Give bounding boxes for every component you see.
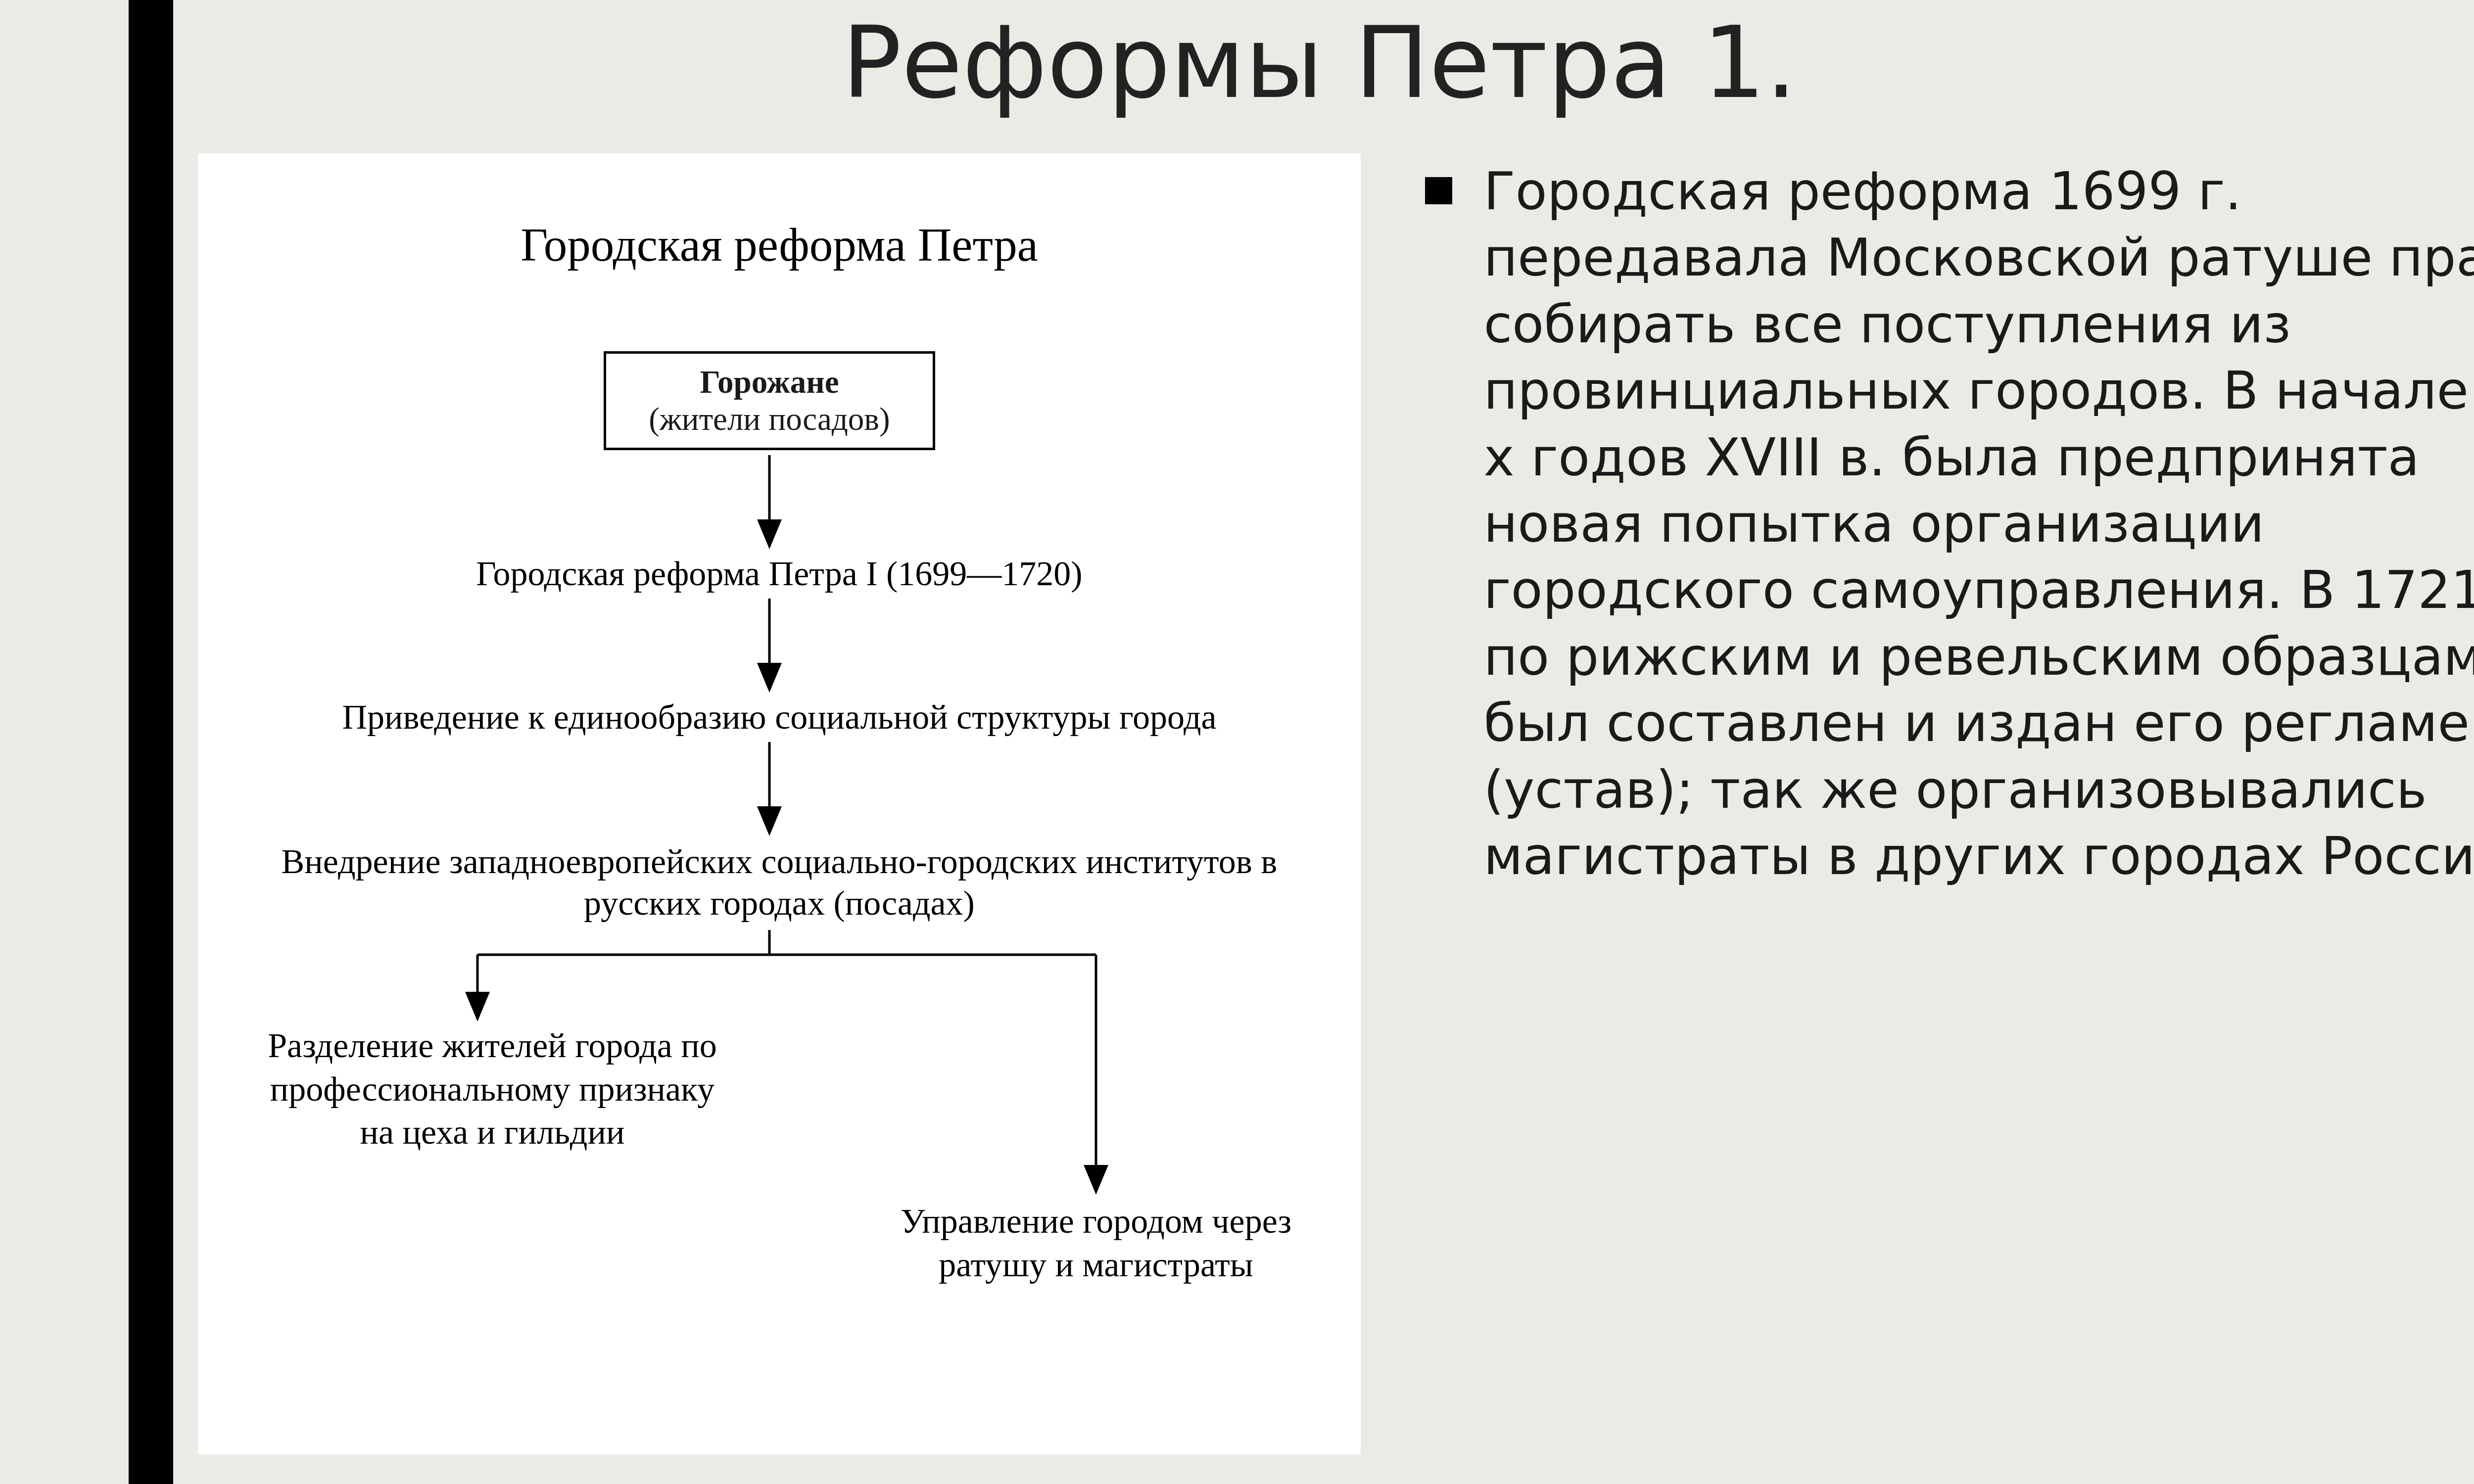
decorative-vertical-bar — [129, 0, 173, 1484]
node-citizens: Горожане (жители посадов) — [604, 351, 935, 450]
node-reform-years: Городская реформа Петра I (1699—1720) — [198, 554, 1361, 594]
slide-title: Реформы Петра 1. — [0, 5, 2474, 120]
flowchart-panel: Городская реформа Петра Горожане (жители… — [198, 153, 1361, 1454]
node-uniformity: Приведение к единообразию социальной стр… — [198, 697, 1361, 737]
flowchart-title: Городская реформа Петра — [198, 218, 1361, 272]
node-branch-right: Управление городом через ратушу и магист… — [881, 1200, 1311, 1286]
right-text-body: Городская реформа 1699 г. передавала Мос… — [1483, 158, 2474, 889]
node-western: Внедрение западноевропейских социально-г… — [247, 841, 1311, 924]
slide: Реформы Петра 1. Городская реформа Петра… — [0, 0, 2474, 1484]
node-citizens-label: Горожане — [621, 364, 918, 401]
right-text-block: Городская реформа 1699 г. передавала Мос… — [1425, 158, 2474, 889]
node-citizens-sublabel: (жители посадов) — [621, 401, 918, 438]
square-bullet-icon — [1425, 177, 1452, 204]
node-branch-left: Разделение жителей города по профессиона… — [262, 1024, 722, 1154]
